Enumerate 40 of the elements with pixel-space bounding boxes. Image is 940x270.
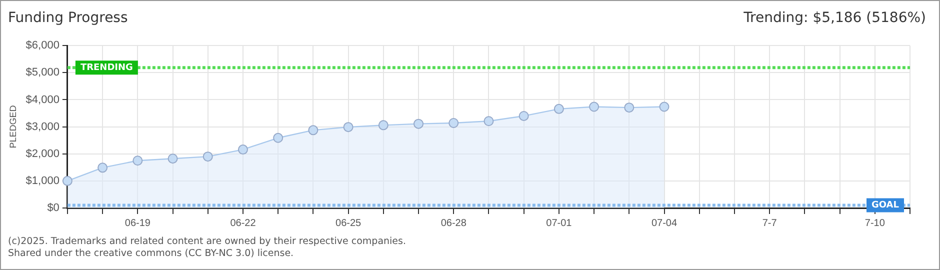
text: Shared under the creative commons (CC BY-NC 3.0) license. [8, 248, 295, 260]
point [378, 120, 388, 130]
chart-subtitle: Trending: $5,186 (5186%) [744, 10, 926, 26]
point [624, 102, 634, 113]
point [343, 122, 354, 132]
x-tick-label: 06-28 [440, 218, 467, 229]
x-tick-label: 7-7 [762, 218, 778, 229]
y-tick-label: $2,000 [26, 148, 60, 160]
point [238, 144, 248, 155]
point [659, 102, 670, 112]
y-tick-label: $3,000 [26, 120, 60, 133]
y-tick-label: $6,000 [26, 40, 60, 52]
point [554, 104, 564, 114]
point [518, 110, 529, 121]
x-tick-label: 07-04 [651, 218, 678, 229]
ref-line-label: GOAL [872, 200, 900, 211]
point [484, 116, 494, 126]
point [62, 176, 72, 186]
y-axis-title: PLEDGED [8, 104, 18, 148]
point [273, 132, 284, 143]
point [98, 162, 108, 173]
y-tick-label: $0 [47, 202, 60, 214]
point [589, 102, 600, 112]
point [308, 125, 318, 136]
x-tick-label: 06-25 [336, 218, 362, 229]
x-tick-label: 06-19 [124, 218, 151, 229]
ref-line-label: TRENDING [80, 62, 133, 73]
chart-title: Funding Progress [8, 10, 128, 26]
point [202, 152, 213, 162]
point [448, 118, 459, 128]
point [414, 118, 424, 129]
point [168, 154, 178, 164]
y-tick-label: $4,000 [26, 94, 60, 106]
text: (c)2025. Trademarks and related content are owned by their respective companies. [8, 236, 406, 248]
point [132, 156, 143, 166]
x-tick-label: 06-22 [230, 218, 256, 229]
x-tick-label: 07-01 [546, 218, 572, 229]
y-tick-label: $1,000 [26, 174, 60, 187]
y-tick-label: $5,000 [26, 66, 60, 79]
x-tick-label: 7-10 [864, 218, 886, 229]
